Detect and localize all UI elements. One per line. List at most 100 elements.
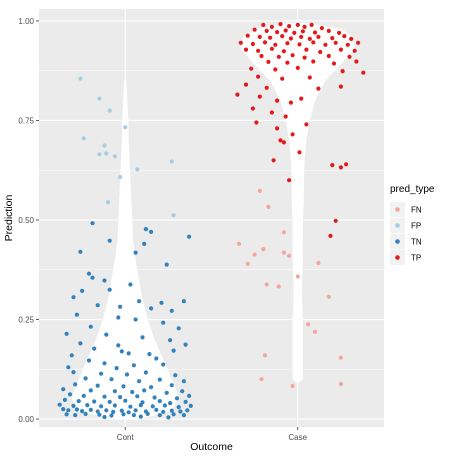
point-fp [81,136,86,141]
point-tn [61,407,66,412]
point-tn [85,403,90,408]
point-tn [88,407,93,412]
point-tp [261,22,266,27]
legend-swatch-tn [395,239,400,244]
point-tp [281,140,286,145]
y-tick-label: 1.00 [18,17,34,26]
point-tp [280,76,285,81]
point-tn [73,413,78,418]
point-tp [297,42,302,47]
point-fp [105,200,111,205]
x-tick-label: Case [288,433,307,442]
point-tp [295,65,300,70]
point-tp [245,33,250,38]
point-tn [64,412,69,417]
point-tn [171,348,176,353]
point-fn [287,253,292,258]
point-tp [323,42,328,47]
point-tn [157,413,162,418]
point-tp [264,28,269,33]
point-tn [86,358,92,363]
point-tp [342,34,347,39]
point-tp [266,59,271,64]
point-tn [109,377,114,382]
point-tn [183,399,188,404]
violins [71,22,355,419]
point-tp [300,29,305,34]
point-fn [261,247,266,252]
point-tn [112,403,117,408]
legend-swatch-tp [395,255,400,260]
point-tn [112,389,117,394]
legend-label: FN [411,206,422,215]
point-tn [121,412,126,417]
point-tp [262,40,268,45]
point-tp [259,53,264,59]
point-tn [67,392,73,397]
point-tn [78,341,83,346]
point-fp [107,108,112,113]
violin-cont [71,76,179,419]
point-tp [316,34,321,40]
point-tp [295,22,300,27]
point-tp [302,55,307,60]
point-tn [128,404,133,409]
point-fp [169,159,174,164]
point-tn [154,407,159,412]
legend-label: TP [411,254,421,263]
point-tn [116,315,121,320]
point-tn [66,408,71,413]
point-tp [290,53,295,58]
point-tn [181,299,186,304]
x-axis-ticks: Cont Case [117,427,308,442]
point-tn [149,385,154,390]
point-tn [95,303,100,308]
point-tp [330,36,335,41]
point-tn [161,409,166,414]
point-tn [157,377,162,382]
point-tp [299,96,304,101]
point-fn [295,274,300,279]
point-tp [278,22,283,27]
point-tp [352,48,357,53]
point-tp [264,85,269,90]
point-tp [287,178,292,183]
point-tp [285,60,290,65]
point-tp [349,36,354,42]
point-tn [123,398,128,403]
point-tn [104,408,109,413]
point-tn [66,365,71,370]
point-fn [281,230,286,235]
point-tp [280,34,285,39]
point-tp [318,49,323,55]
point-tp [328,233,333,238]
point-tn [88,388,93,393]
point-tn [162,403,167,408]
point-tn [147,352,152,357]
point-tn [95,383,100,388]
point-tp [309,22,314,27]
point-tn [61,387,66,392]
point-tn [102,278,107,283]
point-tn [149,306,154,311]
point-tp [249,66,254,71]
point-tn [169,383,174,388]
point-tp [333,40,338,45]
point-tp [283,28,288,33]
point-tn [181,379,186,384]
point-tn [116,343,121,348]
point-tp [311,40,316,45]
point-tn [111,409,116,414]
point-tn [154,356,159,361]
point-tp [311,59,316,64]
point-tn [71,370,76,375]
point-tp [275,126,280,131]
point-tp [269,110,274,115]
point-tp [312,30,318,35]
point-tn [169,408,174,413]
point-tp [283,114,288,119]
point-tp [288,36,293,41]
point-tn [102,394,107,399]
point-tn [133,250,138,255]
x-axis-title: Outcome [190,441,233,453]
